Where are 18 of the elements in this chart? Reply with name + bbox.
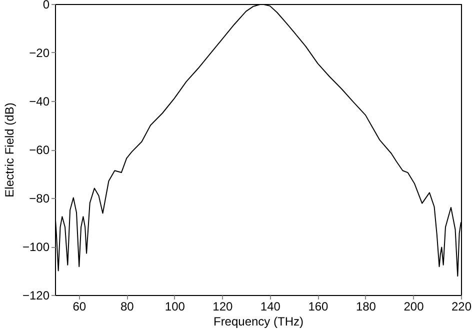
x-tick-label: 220 bbox=[451, 300, 472, 314]
x-tick-label: 80 bbox=[120, 300, 134, 314]
y-tick-label: −80 bbox=[29, 192, 50, 206]
y-tick-label: −120 bbox=[22, 288, 50, 302]
y-tick-label: −40 bbox=[29, 94, 50, 108]
x-tick-label: 180 bbox=[356, 300, 376, 314]
x-tick-label: 100 bbox=[164, 300, 186, 314]
x-tick-label: 60 bbox=[72, 300, 86, 314]
x-axis-title: Frequency (THz) bbox=[213, 314, 304, 328]
y-axis-title: Electric Field (dB) bbox=[2, 102, 16, 198]
y-tick-label: −60 bbox=[29, 143, 50, 157]
y-tick-label: −100 bbox=[22, 240, 50, 254]
x-tick-label: 120 bbox=[212, 300, 234, 314]
y-tick-label: −20 bbox=[29, 46, 50, 60]
x-tick-label: 160 bbox=[308, 300, 329, 314]
x-tick-label: 200 bbox=[404, 300, 424, 314]
x-tick-label: 140 bbox=[260, 300, 281, 314]
y-tick-label: 0 bbox=[42, 0, 50, 12]
